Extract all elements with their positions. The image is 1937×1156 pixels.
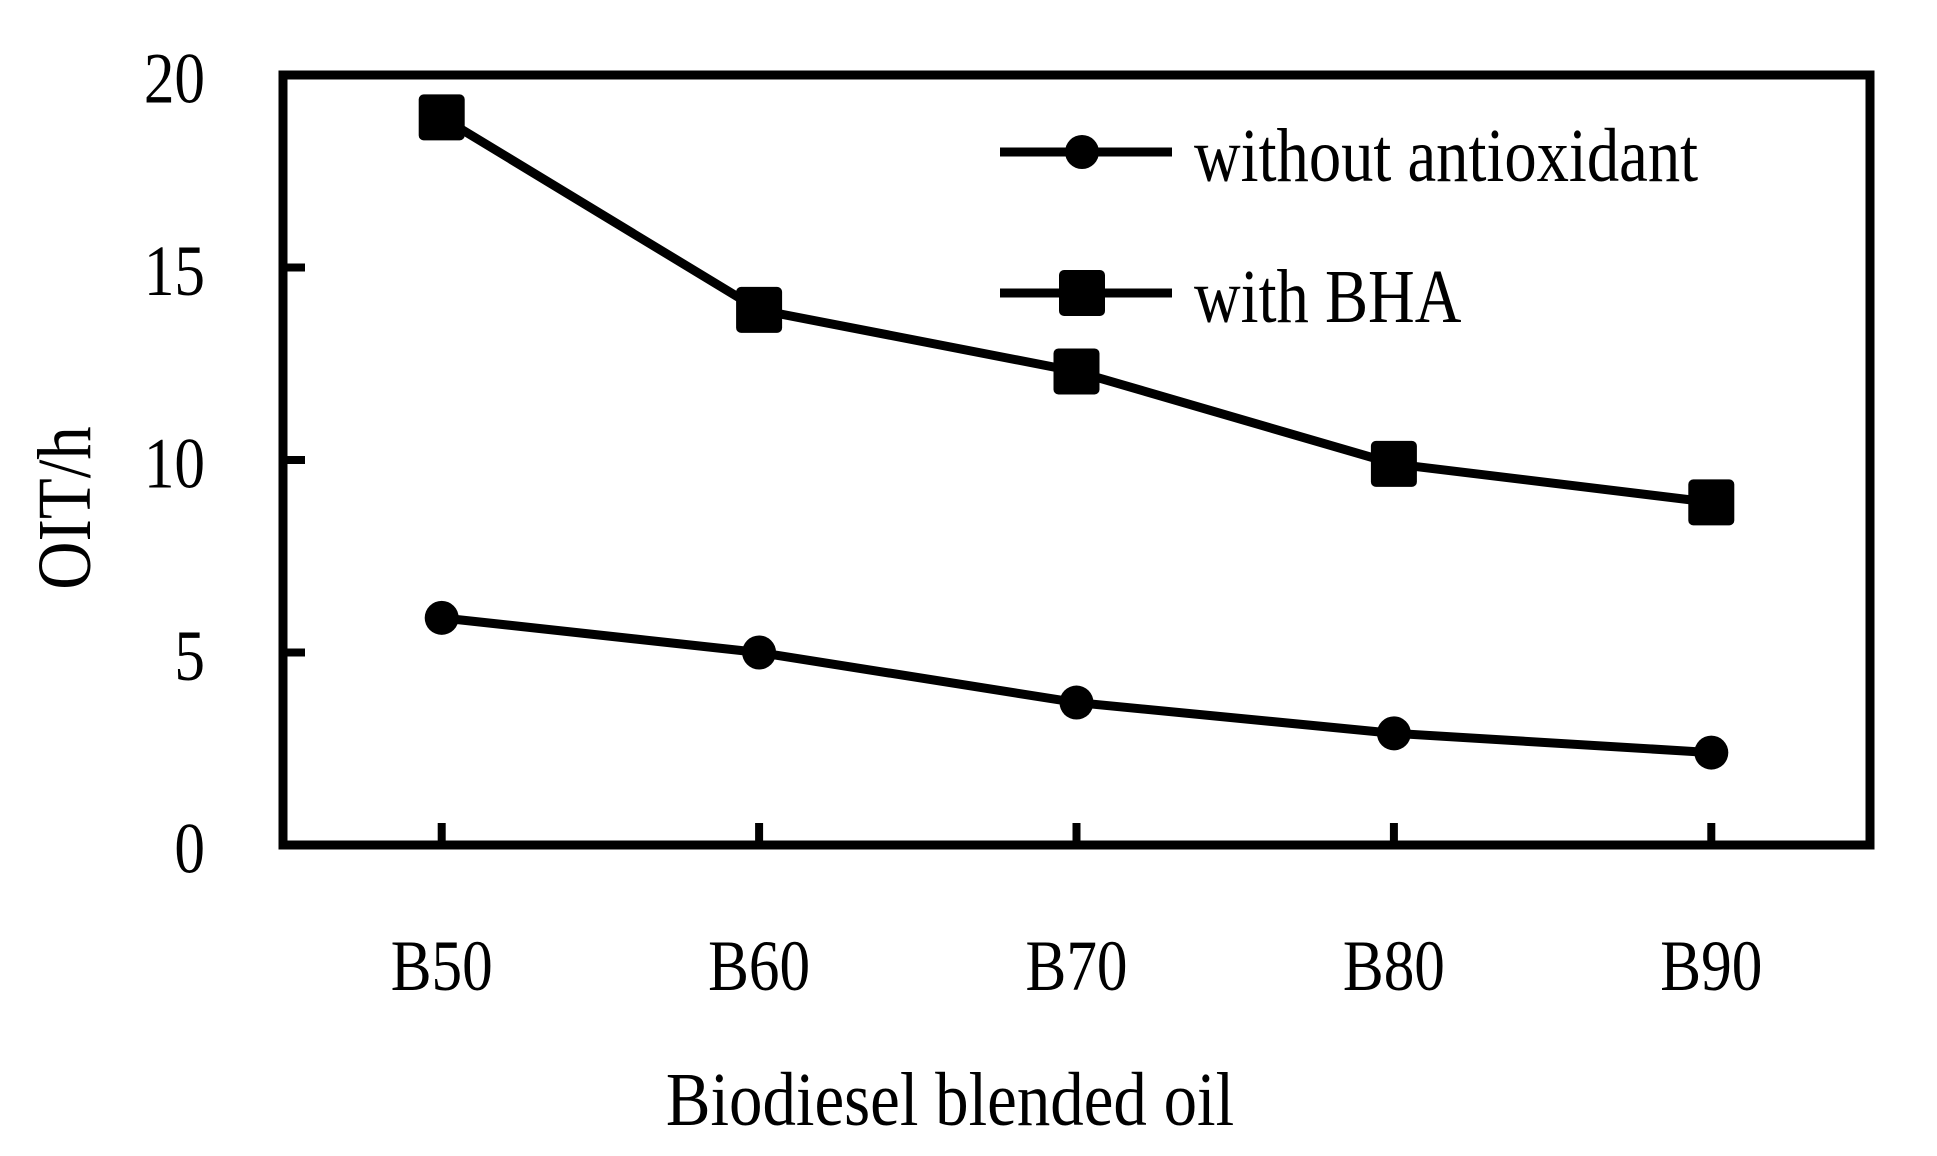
data-point-square-with-bha <box>1053 348 1100 395</box>
data-point-circle-without-antioxidant <box>1376 716 1411 751</box>
data-point-circle-without-antioxidant <box>742 635 777 670</box>
legend-item-with-bha: with BHA <box>1000 255 1461 339</box>
legend-item-without-antioxidant: without antioxidant <box>1000 114 1698 198</box>
data-point-square-with-bha <box>418 94 465 141</box>
legend-circle-marker-icon <box>1065 135 1099 169</box>
y-axis-tick-label: 20 <box>144 39 205 119</box>
data-point-circle-without-antioxidant <box>1694 735 1729 770</box>
data-point-square-with-bha <box>736 286 783 333</box>
data-point-circle-without-antioxidant <box>424 600 459 635</box>
legend-label: with BHA <box>1194 255 1461 339</box>
x-axis-tick-label: B80 <box>1343 926 1445 1006</box>
y-axis-tick-label: 5 <box>174 617 205 697</box>
y-axis-tick-label: 15 <box>144 232 205 312</box>
data-point-circle-without-antioxidant <box>1059 685 1094 720</box>
y-axis-tick-label: 0 <box>174 809 205 889</box>
x-axis-tick-label: B50 <box>391 926 493 1006</box>
legend-label: without antioxidant <box>1194 114 1698 198</box>
x-axis-tick-label: B90 <box>1660 926 1762 1006</box>
x-axis-tick-label: B60 <box>708 926 810 1006</box>
data-point-square-with-bha <box>1370 440 1417 487</box>
data-point-square-with-bha <box>1688 479 1735 526</box>
y-axis-tick-label: 10 <box>144 424 205 504</box>
y-axis-title: OIT/h <box>23 426 107 589</box>
legend-square-marker-icon <box>1059 270 1105 316</box>
x-axis-title: Biodiesel blended oil <box>666 1058 1234 1142</box>
series-line-without-antioxidant <box>441 613 1712 758</box>
x-axis-tick-label: B70 <box>1026 926 1128 1006</box>
